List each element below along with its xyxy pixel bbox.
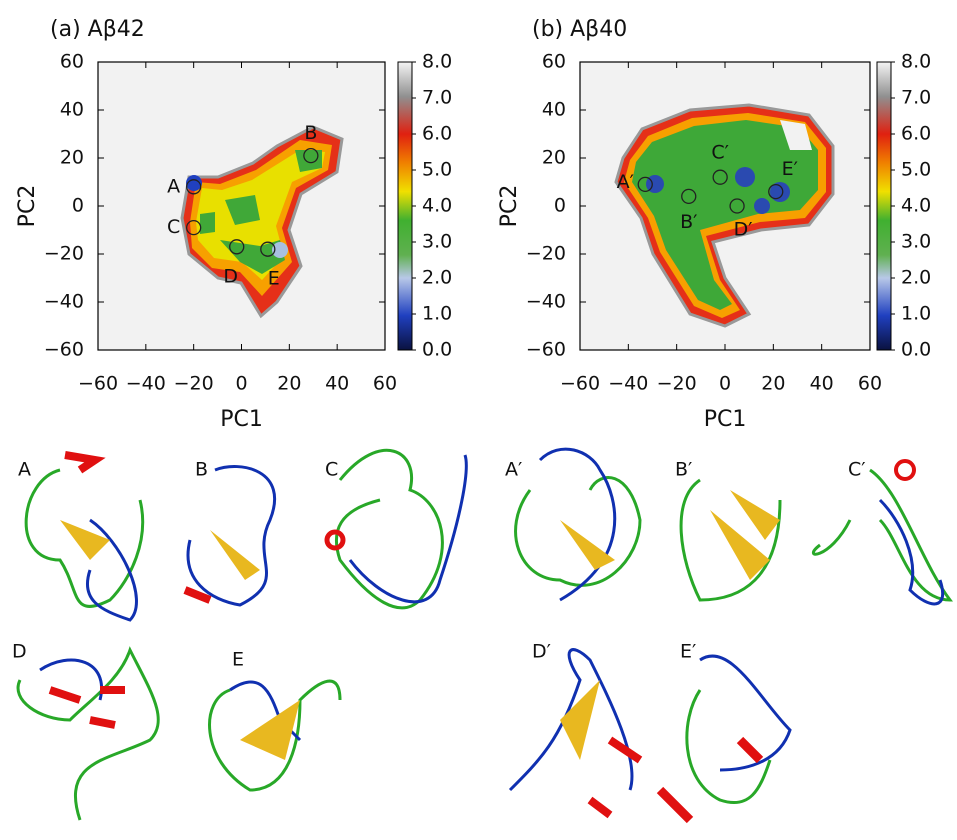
y-tick-label: −40: [526, 291, 566, 313]
structure-label: C: [325, 459, 338, 481]
point-label: E: [268, 268, 280, 290]
colorbar-tick-label: 4.0: [422, 195, 452, 217]
y-tick-label: 0: [72, 195, 84, 217]
y-tick-label: 40: [542, 99, 566, 121]
point-label: B: [304, 122, 317, 144]
colorbar-tick-label: 1.0: [901, 303, 931, 325]
x-tick-label: −40: [126, 373, 166, 395]
x-tick-label: 60: [373, 373, 397, 395]
structure-label: E: [232, 649, 244, 671]
point-marker: [712, 169, 728, 185]
point-label: E′: [782, 158, 798, 180]
colorbar-tick-label: 3.0: [901, 231, 931, 253]
colorbar-tick-label: 8.0: [901, 51, 931, 73]
y-tick-label: 60: [60, 51, 84, 73]
x-tick-label: 0: [235, 373, 247, 395]
y-tick-label: −40: [44, 291, 84, 313]
y-tick-label: −60: [44, 339, 84, 361]
colorbar-tick-label: 0.0: [901, 339, 931, 361]
colorbar-tick-label: 6.0: [422, 123, 452, 145]
point-label: D′: [734, 219, 753, 241]
point-label: C: [167, 216, 180, 238]
x-axis-label: PC1: [220, 407, 263, 432]
point-label: C′: [711, 142, 729, 164]
point-label: A: [167, 175, 180, 197]
point-marker: [681, 188, 697, 205]
structures-art: [16, 447, 954, 824]
y-tick-label: −20: [526, 243, 566, 265]
y-tick-label: 0: [554, 195, 566, 217]
point-marker: [229, 239, 245, 255]
point-marker: [186, 219, 202, 236]
colorbar-tick-label: 0.0: [422, 339, 452, 361]
point-marker: [768, 183, 784, 200]
point-marker: [729, 198, 745, 214]
x-tick-label: −20: [657, 373, 697, 395]
x-tick-label: −20: [174, 373, 214, 395]
colorbar-tick-label: 4.0: [901, 195, 931, 217]
landscape-b: [580, 62, 870, 350]
landscape-a: [98, 62, 385, 350]
x-tick-label: 0: [719, 373, 731, 395]
chart-title: (b) Aβ40: [532, 17, 627, 42]
colorbar-tick-label: 3.0: [422, 231, 452, 253]
structure-label: A′: [505, 459, 522, 481]
colorbar-tick-label: 8.0: [422, 51, 452, 73]
colorbar-tick-label: 7.0: [901, 87, 931, 109]
structure-label: D: [12, 641, 27, 663]
y-tick-label: 20: [542, 147, 566, 169]
colorbar-tick-label: 1.0: [422, 303, 452, 325]
x-tick-label: 20: [277, 373, 301, 395]
x-tick-label: 20: [761, 373, 785, 395]
structure-label: C′: [848, 459, 866, 481]
structure-label: B′: [675, 459, 692, 481]
y-tick-label: −60: [526, 339, 566, 361]
colorbar-tick-label: 6.0: [901, 123, 931, 145]
point-label: B′: [680, 211, 697, 233]
structure-label: B: [195, 459, 208, 481]
colorbar-tick-label: 2.0: [901, 267, 931, 289]
point-marker: [186, 179, 202, 195]
structure-label: E′: [680, 641, 696, 663]
y-axis-label: PC2: [497, 185, 522, 228]
colorbar-tick-label: 2.0: [422, 267, 452, 289]
y-tick-label: −20: [44, 243, 84, 265]
structure-label: A: [18, 459, 31, 481]
y-tick-label: 20: [60, 147, 84, 169]
colorbar-tick-label: 7.0: [422, 87, 452, 109]
y-tick-label: 60: [542, 51, 566, 73]
x-axis-label: PC1: [704, 407, 747, 432]
chart-title: (a) Aβ42: [50, 17, 145, 42]
point-marker: [260, 241, 276, 257]
point-marker: [637, 176, 653, 193]
x-tick-label: −40: [608, 373, 648, 395]
y-tick-label: 40: [60, 99, 84, 121]
x-tick-label: 40: [810, 373, 834, 395]
x-tick-label: −60: [78, 373, 118, 395]
y-axis-label: PC2: [15, 185, 40, 228]
colorbar-tick-label: 5.0: [422, 159, 452, 181]
x-tick-label: 60: [858, 373, 882, 395]
colorbar-tick-label: 5.0: [901, 159, 931, 181]
structure-label: D′: [532, 641, 551, 663]
x-tick-label: −60: [560, 373, 600, 395]
point-label: D: [223, 265, 238, 287]
colorbar: [397, 61, 413, 351]
point-label: A′: [617, 171, 634, 193]
x-tick-label: 40: [325, 373, 349, 395]
colorbar: [876, 61, 892, 351]
point-marker: [303, 147, 319, 164]
